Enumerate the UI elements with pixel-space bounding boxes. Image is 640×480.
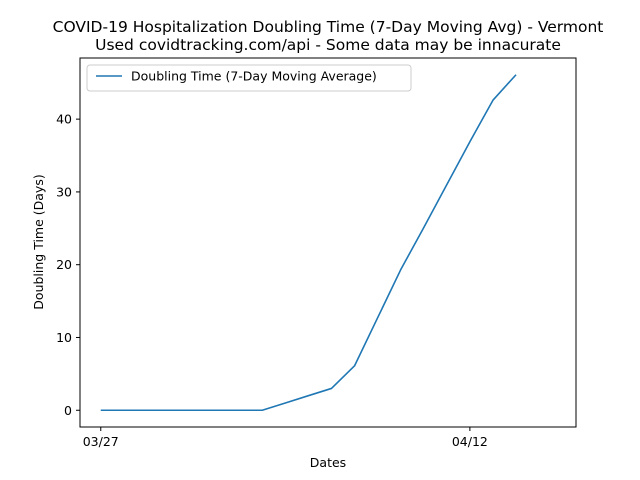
plot-frame bbox=[79, 57, 577, 428]
y-axis-label: Doubling Time (Days) bbox=[31, 174, 46, 309]
legend: Doubling Time (7-Day Moving Average) bbox=[86, 64, 412, 92]
y-tick-label: 10 bbox=[56, 330, 72, 345]
chart-title: COVID-19 Hospitalization Doubling Time (… bbox=[53, 18, 604, 36]
x-axis-label: Dates bbox=[310, 455, 346, 470]
chart-subtitle: Used covidtracking.com/api - Some data m… bbox=[95, 36, 561, 54]
y-tick-label: 30 bbox=[56, 184, 72, 199]
y-tick-label: 0 bbox=[64, 403, 72, 418]
y-tick-label: 20 bbox=[56, 257, 72, 272]
plot-layer: 0 10 20 30 40 03/27 04/12 bbox=[56, 74, 517, 449]
series-line-doubling-time bbox=[100, 74, 517, 412]
x-tick-label: 03/27 bbox=[83, 434, 119, 449]
legend-label: Doubling Time (7-Day Moving Average) bbox=[131, 69, 377, 84]
y-tick-label: 40 bbox=[56, 112, 72, 127]
x-tick-label: 04/12 bbox=[452, 434, 488, 449]
legend-box bbox=[86, 64, 412, 92]
